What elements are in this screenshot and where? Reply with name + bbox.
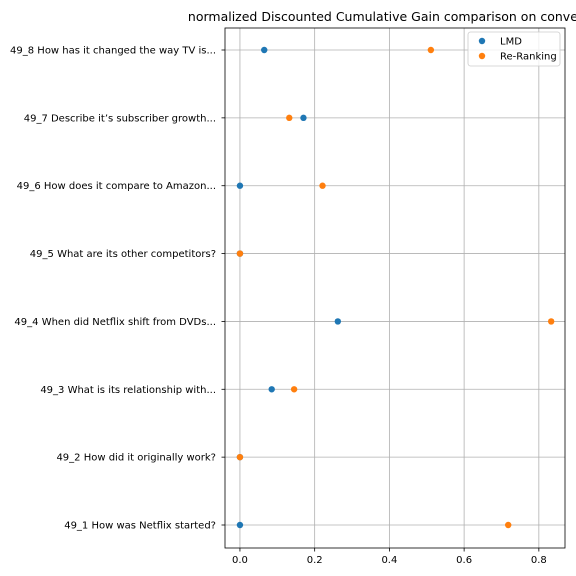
point-lmd: [300, 114, 307, 122]
y-tick-label: 49_1 How was Netflix started?: [64, 521, 216, 532]
y-tick-label: 49_2 How did it originally work?: [56, 453, 216, 464]
y-tick-label: 49_3 What is its relationship with...: [40, 385, 216, 396]
point-re-ranking: [290, 386, 298, 393]
legend-label: Re-Ranking: [500, 52, 557, 63]
x-tick-label: 0.0: [232, 555, 248, 566]
point-re-ranking: [547, 318, 555, 325]
x-axis: 0.0 0.2 0.4 0.6 0.8: [232, 548, 547, 566]
legend-box: [467, 31, 561, 67]
plot-area: [224, 27, 566, 549]
legend-label: LMD: [500, 37, 522, 48]
y-axis: 49_1 How was Netflix started? 49_2 How di…: [10, 46, 225, 532]
legend-marker: [478, 37, 486, 45]
legend-marker: [478, 52, 486, 60]
x-tick-label: 0.4: [381, 555, 397, 566]
chart-title: normalized Discounted Cumulative Gain co…: [188, 9, 576, 24]
point-lmd: [236, 521, 244, 529]
point-re-ranking: [236, 453, 244, 461]
point-re-ranking: [236, 250, 244, 257]
point-re-ranking: [286, 114, 293, 122]
legend: LMD Re-Ranking: [467, 31, 561, 67]
x-tick-label: 0.8: [531, 555, 547, 566]
y-tick-label: 49_5 What are its other competitors?: [30, 249, 216, 260]
point-lmd: [268, 386, 275, 393]
point-lmd: [334, 318, 342, 325]
y-tick-label: 49_6 How does it compare to Amazon...: [17, 181, 216, 192]
y-tick-label: 49_8 How has it changed the way TV is...: [10, 46, 216, 57]
point-re-ranking: [319, 182, 326, 189]
data-points: [236, 46, 555, 529]
y-tick-label: 49_7 Describe it’s subscriber growth...: [24, 113, 216, 124]
point-lmd: [236, 182, 244, 189]
point-lmd: [261, 46, 268, 54]
y-tick-label: 49_4 When did Netflix shift from DVDs...: [14, 317, 216, 328]
x-tick-label: 0.6: [456, 555, 472, 566]
point-re-ranking: [427, 46, 435, 54]
grid: [225, 28, 565, 548]
x-tick-label: 0.2: [307, 555, 323, 566]
point-re-ranking: [505, 521, 512, 529]
